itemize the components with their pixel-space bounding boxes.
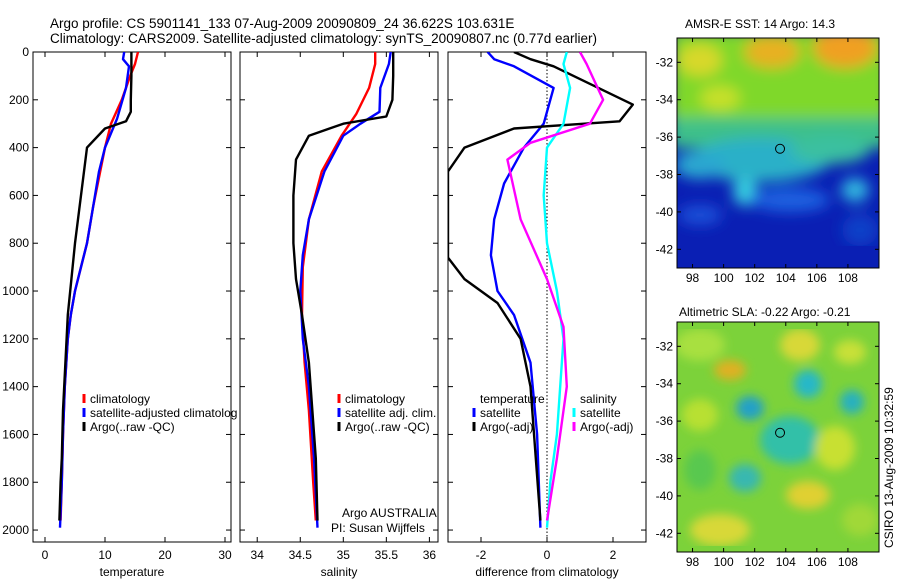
sla-map-field: [677, 322, 879, 552]
sst_map-xtick-label: 104: [776, 271, 796, 285]
difference-legend-group-title: temperature: [480, 392, 545, 406]
difference-series-salinity-satellite: [542, 52, 572, 528]
sla_map-xtick-label: 108: [838, 555, 858, 569]
sst_map-xtick-label: 102: [745, 271, 765, 285]
temperature-ytick-label: 1800: [2, 475, 29, 489]
salinity-legend-label: climatology: [345, 392, 405, 406]
salinity-xtick-label: 34.5: [289, 548, 313, 562]
temperature-ytick-label: 0: [22, 45, 29, 59]
temperature-legend-label: climatology: [90, 392, 150, 406]
salinity-plot-frame: [239, 51, 439, 543]
temperature-xtick-label: 10: [98, 548, 112, 562]
sst_map-xtick-label: 108: [838, 271, 858, 285]
sla_map-ytick-label: -32: [656, 339, 674, 353]
sst_map-ytick-label: -38: [656, 168, 674, 182]
difference-series-salinity-argo-adj-: [506, 52, 605, 521]
sst_map-xtick-label: 106: [807, 271, 827, 285]
sst-map-title: AMSR-E SST: 14 Argo: 14.3: [685, 17, 835, 31]
difference-legend: temperaturesatelliteArgo(-adj)salinitysa…: [472, 392, 633, 434]
temperature-ytick-label: 1200: [2, 332, 29, 346]
temperature-ytick-label: 600: [9, 188, 29, 202]
difference-xtick-label: 0: [544, 548, 551, 562]
salinity-xtick-label: 34: [251, 548, 265, 562]
difference-legend-label: satellite: [480, 406, 521, 420]
sst_map-ytick-label: -36: [656, 130, 674, 144]
salinity-xtick-label: 35.5: [375, 548, 399, 562]
temperature-series-argo-raw-qc-: [58, 52, 133, 521]
temperature-xtick-label: 0: [42, 548, 49, 562]
temperature-ytick-label: 800: [9, 236, 29, 250]
salinity-xtick-label: 35: [337, 548, 351, 562]
difference-legend-label: Argo(-adj): [480, 420, 533, 434]
difference-legend-group-title: salinity: [580, 392, 617, 406]
temperature-legend-label: satellite-adjusted climatolog: [90, 406, 237, 420]
temperature-ytick-label: 400: [9, 141, 29, 155]
salinity-profile-plot: 34 34.5 35 35.5 36 salinity climatologysatelli…: [239, 51, 439, 579]
temperature-xtick-label: 20: [158, 548, 172, 562]
difference-xtick-label: -2: [476, 548, 487, 562]
salinity-legend-label: satellite adj. clim.: [345, 406, 436, 420]
temperature-series-group: [58, 52, 140, 528]
salinity-xlabel: salinity: [321, 565, 358, 579]
sst-map-frame: [676, 37, 880, 269]
sla-argo-location-marker: [775, 427, 786, 438]
sst_map-ytick-label: -42: [656, 242, 674, 256]
sla_map-xtick-label: 106: [807, 555, 827, 569]
sla_map-xtick-label: 98: [686, 555, 700, 569]
temperature-xtick-label: 30: [218, 548, 232, 562]
sla_map-ytick-label: -34: [656, 377, 674, 391]
sst-map-axes: 98 100 102 104 106 108 -42 -40 -38 -36 -34 -32: [656, 38, 879, 285]
sst_map-ytick-label: -40: [656, 205, 674, 219]
sla_map-xtick-label: 104: [776, 555, 796, 569]
difference-series-temperature-argo-adj-: [448, 52, 634, 521]
temperature-ytick-label: 1000: [2, 284, 29, 298]
sst-map-field: [677, 38, 879, 268]
sst_map-ytick-label: -34: [656, 93, 674, 107]
sla-map-title: Altimetric SLA: -0.22 Argo: -0.21: [679, 305, 851, 319]
figure-title-line2: Climatology: CARS2009. Satellite-adjuste…: [50, 31, 597, 46]
sla-map-axes: 98 100 102 104 106 108 -42 -40 -38 -36 -34 -32: [656, 322, 879, 569]
temperature-ytick-label: 1400: [2, 380, 29, 394]
sla_map-ytick-label: -42: [656, 526, 674, 540]
sla-map: Altimetric SLA: -0.22 Argo: -0.21: [656, 305, 880, 569]
sla_map-ytick-label: -38: [656, 452, 674, 466]
sla_map-ytick-label: -36: [656, 414, 674, 428]
sla_map-xtick-label: 100: [714, 555, 734, 569]
temperature-ytick-label: 2000: [2, 523, 29, 537]
salinity-series-satellite-adj-clim-: [299, 52, 392, 528]
sst-argo-location-marker: [775, 143, 786, 154]
difference-series-group: [448, 52, 634, 528]
temperature-ytick-label: 1600: [2, 427, 29, 441]
salinity-series-group: [292, 52, 395, 528]
sla_map-ytick-label: -40: [656, 489, 674, 503]
difference-xlabel: difference from climatology: [475, 565, 618, 579]
difference-xtick-label: 2: [610, 548, 617, 562]
salinity-series-argo-raw-qc-: [292, 52, 395, 521]
sst_map-ytick-label: -32: [656, 55, 674, 69]
difference-series-temperature-satellite: [486, 52, 555, 528]
difference-profile-plot: -2 0 2 difference from climatology temperatu…: [447, 51, 647, 579]
float-country-label: Argo AUSTRALIA: [342, 506, 437, 520]
sst-map: AMSR-E SST: 14 Argo: 14.3 98 100 102: [656, 17, 880, 285]
salinity-legend-label: Argo(..raw -QC): [345, 420, 430, 434]
sst_map-xtick-label: 98: [686, 271, 700, 285]
temperature-xlabel: temperature: [100, 565, 165, 579]
sla-map-frame: [676, 321, 880, 553]
difference-legend-label: Argo(-adj): [580, 420, 633, 434]
sla_map-xtick-label: 102: [745, 555, 765, 569]
salinity-xtick-label: 36: [423, 548, 437, 562]
temperature-ytick-label: 200: [9, 93, 29, 107]
difference-legend-label: satellite: [580, 406, 621, 420]
figure-title-line1: Argo profile: CS 5901141_133 07-Aug-2009…: [50, 16, 514, 31]
side-timestamp: CSIRO 13-Aug-2009 10:32:59: [882, 387, 896, 548]
float-pi-label: PI: Susan Wijffels: [331, 521, 425, 535]
temperature-profile-plot: 0 10 20 30 temperature 0 200 400 600 800 1000 1200 1…: [2, 45, 237, 579]
temperature-legend-label: Argo(..raw -QC): [90, 420, 175, 434]
sst_map-xtick-label: 100: [714, 271, 734, 285]
